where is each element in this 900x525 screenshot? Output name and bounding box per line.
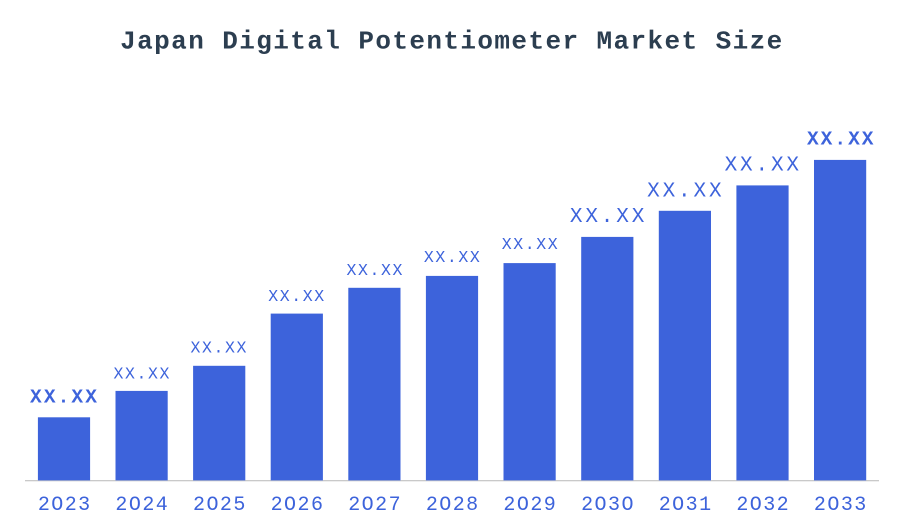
svg-text:XX.XX: XX.XX [113, 364, 171, 383]
svg-text:XX.XX: XX.XX [807, 129, 876, 151]
svg-text:XX.XX: XX.XX [570, 206, 647, 229]
svg-text:XX.XX: XX.XX [30, 387, 99, 409]
svg-text:2O23: 2O23 [38, 494, 92, 517]
svg-text:XX.XX: XX.XX [190, 339, 248, 358]
svg-text:2O31: 2O31 [659, 494, 713, 517]
svg-text:XX.XX: XX.XX [725, 154, 802, 177]
svg-text:2O28: 2O28 [426, 494, 480, 517]
svg-text:2O27: 2O27 [348, 494, 402, 517]
svg-text:2O33: 2O33 [814, 494, 868, 517]
svg-text:2O3O: 2O3O [581, 494, 635, 517]
svg-text:2O32: 2O32 [736, 494, 790, 517]
svg-text:XX.XX: XX.XX [647, 181, 724, 204]
svg-text:XX.XX: XX.XX [424, 248, 482, 267]
svg-text:2O25: 2O25 [193, 494, 247, 517]
svg-text:2O26: 2O26 [271, 494, 325, 517]
svg-text:XX.XX: XX.XX [346, 261, 404, 280]
svg-text:XX.XX: XX.XX [268, 287, 326, 306]
svg-text:2O29: 2O29 [503, 494, 557, 517]
svg-text:Japan Digital Potentiometer Ma: Japan Digital Potentiometer Market Size [120, 26, 784, 56]
svg-text:XX.XX: XX.XX [502, 235, 560, 254]
svg-text:2O24: 2O24 [115, 494, 169, 517]
